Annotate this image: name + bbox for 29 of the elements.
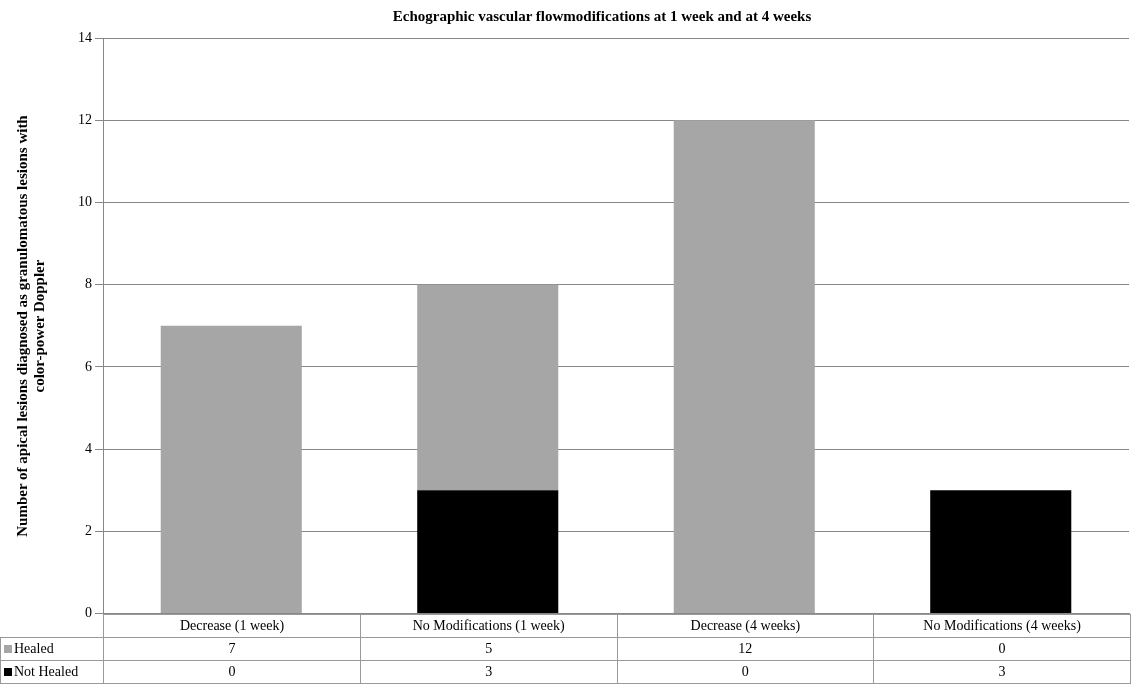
- x-tick-label: No Modifications (4 weeks): [873, 614, 1131, 638]
- data-label: 0: [103, 660, 361, 684]
- y-tick-label: 8: [85, 276, 92, 292]
- y-tick-label: 10: [78, 194, 92, 210]
- legend-label: Not Healed: [0, 660, 104, 684]
- y-axis-title: Number of apical lesions diagnosed as granulomatous lesions with color-power Doppler: [14, 114, 48, 539]
- y-tick-label: 12: [78, 111, 92, 127]
- data-label: 5: [360, 637, 618, 661]
- data-label: 3: [873, 660, 1131, 684]
- bar: [417, 284, 559, 491]
- data-label: 12: [617, 637, 874, 661]
- x-tick-label: Decrease (1 week): [103, 614, 361, 638]
- y-tick-label: 6: [85, 358, 92, 374]
- bar: [673, 120, 815, 614]
- y-tick-label: 4: [85, 440, 92, 456]
- x-tick-label: No Modifications (1 week): [360, 614, 618, 638]
- y-tick-label: 0: [85, 605, 92, 621]
- bar: [417, 490, 559, 614]
- bar: [160, 325, 302, 614]
- data-label: 7: [103, 637, 361, 661]
- legend-label: Healed: [0, 637, 104, 661]
- chart-title: Echographic vascular flowmodifications at 1 week and at 4 weeks: [392, 7, 812, 24]
- data-label: 0: [617, 660, 874, 684]
- x-tick-label: Decrease (4 weeks): [617, 614, 874, 638]
- y-tick-label: 2: [85, 523, 92, 539]
- y-tick-label: 14: [78, 29, 92, 45]
- bar: [930, 490, 1072, 614]
- data-label: 3: [360, 660, 618, 684]
- data-label: 0: [873, 637, 1131, 661]
